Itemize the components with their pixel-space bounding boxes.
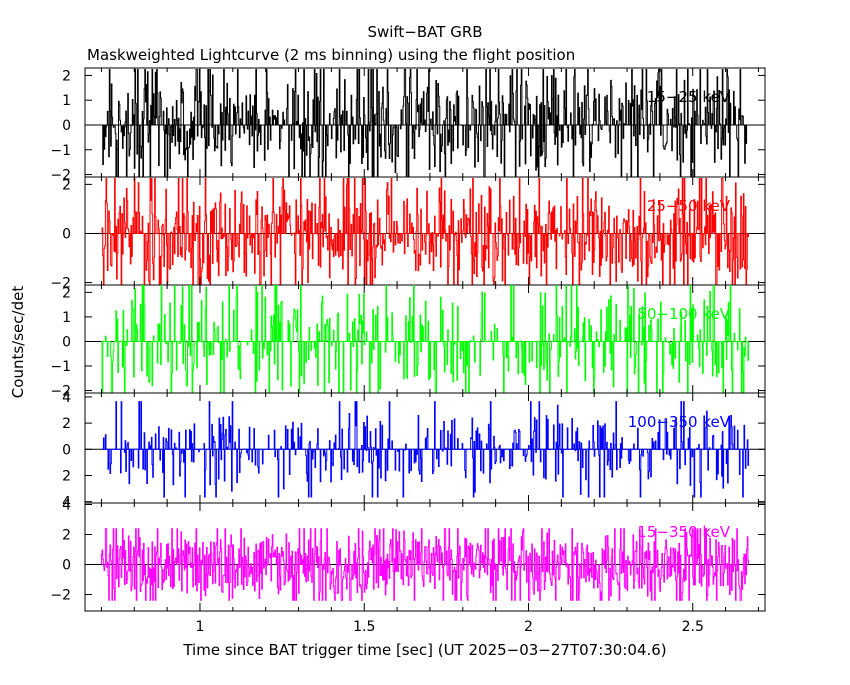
y-tick-label: 2 (62, 285, 71, 301)
y-tick-label: 4 (62, 495, 71, 511)
band-label: 50−100 keV (637, 305, 730, 323)
panel-1: −2 −1 0 1 2 15−25 keV (50, 67, 766, 184)
y-tick-label: 0 (62, 334, 71, 350)
y-tick-label: 0 (62, 558, 71, 574)
y-tick-label: 0 (62, 226, 71, 242)
y-tick-label: 4 (62, 390, 71, 406)
y-tick-label: 2 (62, 528, 71, 544)
band-label: 15−350 keV (637, 523, 730, 541)
panel-frame (84, 502, 766, 612)
y-tick-label: 1 (62, 310, 71, 326)
x-axis-label: Time since BAT trigger time [sec] (UT 20… (182, 641, 666, 659)
band-label: 25−50 keV (647, 197, 731, 215)
x-tick-label: 1.5 (353, 619, 375, 635)
y-tick-label: 2 (62, 469, 71, 485)
y-tick-label: 0 (62, 118, 71, 134)
panel-2: −2 0 2 25−50 keV (50, 176, 766, 292)
x-tick-label: 2.5 (682, 619, 704, 635)
panels-group: −2 −1 0 1 2 15−25 keV −2 0 2 25−50 keV −2 −1 0 1 2 50−1… (50, 67, 766, 635)
series-line (100, 528, 750, 601)
y-tick-label: 1 (62, 93, 71, 109)
chart-title: Swift−BAT GRB (367, 23, 482, 41)
y-tick-label: −2 (50, 168, 71, 184)
series-line (101, 68, 749, 177)
y-tick-label: 4 (62, 498, 71, 514)
y-tick-label: −1 (50, 359, 71, 375)
panel-5: −2 0 2 4 15−350 keV (50, 498, 766, 612)
y-tick-label: 2 (62, 416, 71, 432)
x-tick-label: 2 (524, 619, 533, 635)
x-tick-label: 1 (196, 619, 205, 635)
y-axis-label: Counts/sec/det (9, 286, 27, 399)
y-tick-label: 2 (62, 68, 71, 84)
series-line (101, 285, 750, 393)
y-tick-label: 0 (62, 442, 71, 458)
y-tick-label: −1 (50, 143, 71, 159)
y-tick-label: −2 (50, 384, 71, 400)
band-label: 15−25 keV (647, 88, 731, 106)
series-line (101, 177, 750, 285)
chart-subtitle: Maskweighted Lightcurve (2 ms binning) u… (87, 46, 575, 64)
y-tick-label: 2 (62, 177, 71, 193)
band-label: 100−350 keV (628, 413, 731, 431)
panel-3: −2 −1 0 1 2 50−100 keV (50, 284, 766, 400)
y-tick-label: −2 (50, 588, 71, 604)
panel-4: 4 2 0 2 4 100−350 keV (62, 390, 766, 511)
y-tick-label: −2 (50, 276, 71, 292)
series-line (101, 401, 750, 498)
